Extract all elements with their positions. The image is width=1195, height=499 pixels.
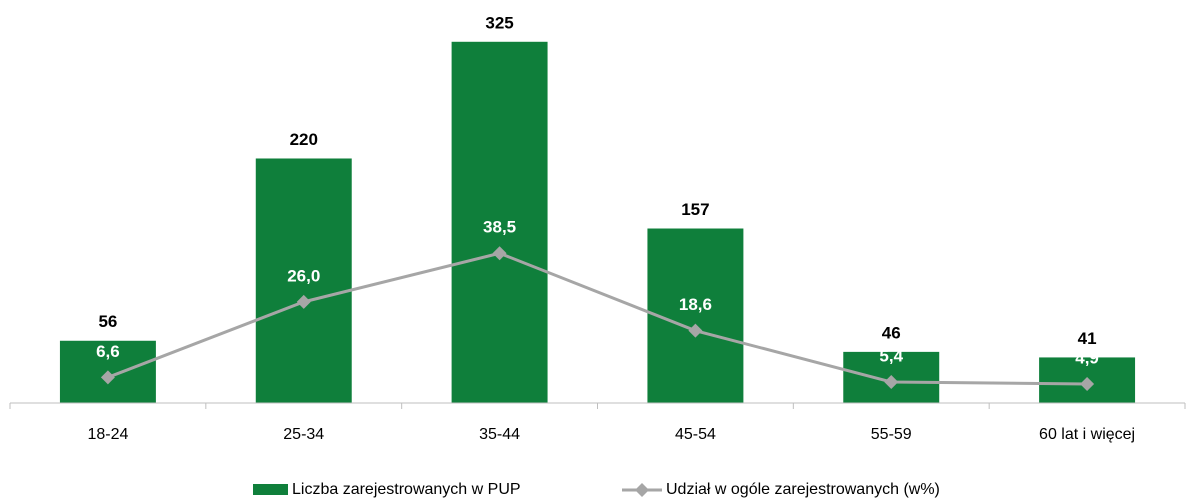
legend-label: Udział w ogóle zarejestrowanych (w%)	[666, 481, 940, 498]
line-label: 38,5	[483, 218, 516, 237]
line-marker	[492, 246, 507, 261]
bar-label: 41	[1078, 329, 1097, 348]
x-tick-label: 25-34	[283, 426, 324, 443]
line-marker	[884, 374, 899, 389]
bar-label: 56	[98, 312, 117, 331]
line-label: 6,6	[96, 342, 120, 361]
line-label: 5,4	[879, 346, 903, 365]
x-tick-label: 35-44	[479, 426, 520, 443]
line	[107, 251, 1088, 386]
bar	[647, 228, 744, 403]
x-tick-label: 60 lat i więcej	[1039, 426, 1135, 443]
line-marker	[1080, 376, 1095, 391]
line-marker	[296, 294, 311, 309]
bar-label: 325	[485, 13, 513, 32]
bar-label: 220	[290, 130, 318, 149]
bar	[255, 158, 352, 403]
legend-swatch	[253, 484, 288, 495]
line-label: 26,0	[287, 266, 320, 285]
x-tick-label: 18-24	[87, 426, 128, 443]
x-tick-label: 45-54	[675, 426, 716, 443]
bar-label: 46	[882, 323, 901, 342]
legend-label: Liczba zarejestrowanych w PUP	[292, 481, 521, 498]
line-label: 18,6	[679, 295, 712, 314]
bar-label: 157	[681, 200, 709, 219]
legend-swatch	[635, 483, 649, 497]
line-marker	[688, 323, 703, 338]
line-label: 4,9	[1075, 348, 1099, 367]
bar	[451, 41, 548, 404]
line-marker	[100, 370, 115, 385]
x-tick-label: 55-59	[871, 426, 912, 443]
